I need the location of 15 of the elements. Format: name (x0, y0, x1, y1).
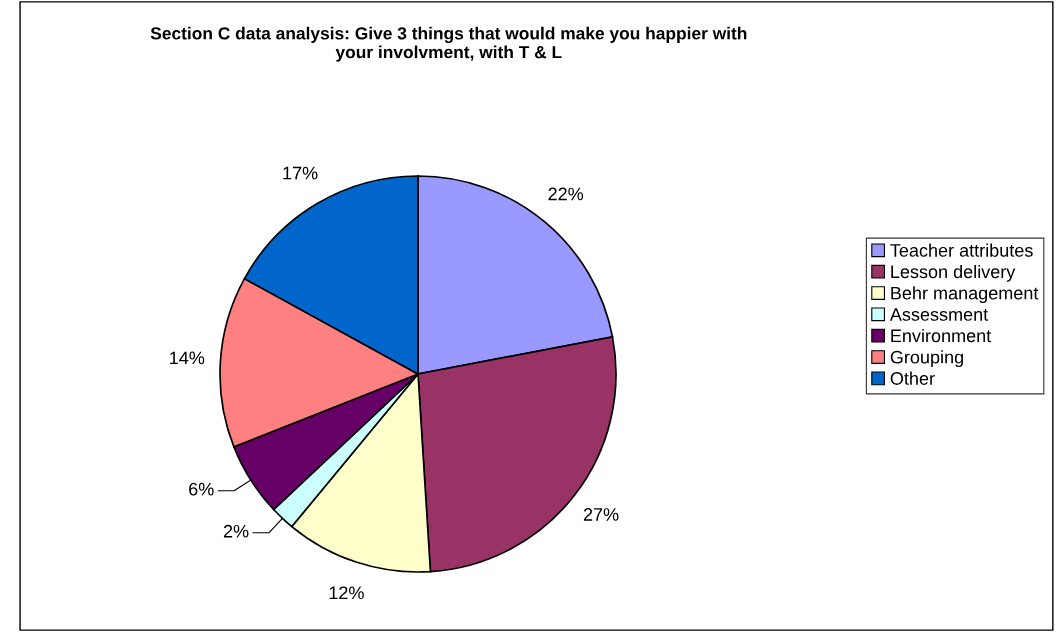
data-label: 22% (548, 187, 584, 201)
legend-label: Assessment (889, 308, 989, 321)
data-label: 6% (189, 482, 214, 496)
data-label: 17% (283, 166, 318, 180)
chart-title: Section C data analysis: Give 3 things that would make you happier with your involvment, with T & L (150, 26, 747, 62)
legend-label: Teacher attributes (890, 243, 1033, 257)
data-label: 12% (329, 586, 364, 600)
legend-label: Environment (891, 328, 992, 343)
data-label: 2% (223, 524, 249, 538)
legend-label: Behr management (891, 286, 1039, 304)
legend-label: Lesson delivery (891, 264, 1016, 282)
legend-label: Other (890, 371, 935, 385)
legend-label: Grouping (890, 350, 963, 368)
data-label: 27% (583, 508, 619, 521)
data-label: 14% (170, 351, 205, 365)
